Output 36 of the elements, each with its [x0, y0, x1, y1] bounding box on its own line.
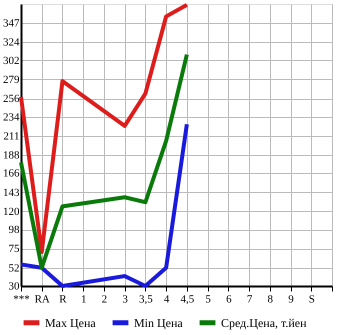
line-series — [19, 52, 189, 270]
x-tick-label: 4 — [164, 294, 170, 306]
x-tick-label: 9 — [288, 294, 294, 306]
y-tick-label: 52 — [8, 262, 20, 274]
y-tick-label: 211 — [3, 130, 20, 142]
x-tick-label: 7 — [246, 294, 253, 306]
x-tick-label: RA — [34, 294, 50, 306]
legend-label: Max Цена — [45, 316, 96, 330]
y-tick-label: 302 — [3, 54, 20, 67]
line-series — [19, 2, 189, 254]
y-tick-label: 120 — [3, 206, 20, 218]
y-tick-label: 347 — [3, 18, 20, 30]
x-tick-label: R — [59, 294, 68, 306]
x-tick-label: 3 — [122, 294, 128, 306]
y-tick-label: 98 — [8, 224, 20, 236]
y-tick-label: 166 — [3, 168, 20, 180]
legend-label: Min Цена — [134, 316, 184, 330]
x-tick-label: 4,5 — [180, 294, 195, 306]
x-tick-label: 3,5 — [139, 294, 154, 306]
x-tick-label: *** — [13, 294, 30, 306]
y-tick-label: 256 — [3, 93, 20, 106]
line-series — [19, 122, 189, 288]
x-tick-label: 8 — [268, 294, 274, 306]
x-tick-label: 6 — [226, 294, 232, 306]
legend-label: Сред.Цена, т.йен — [221, 316, 308, 330]
y-tick-label: 75 — [8, 243, 20, 256]
y-tick-label: 30 — [8, 280, 20, 292]
y-tick-label: 234 — [3, 111, 20, 124]
y-tick-label: 279 — [3, 74, 20, 86]
y-tick-label: 324 — [3, 36, 20, 49]
x-tick-label: 5 — [205, 294, 212, 306]
y-tick-label: 188 — [3, 149, 20, 162]
x-tick-label: 2 — [102, 294, 108, 306]
y-tick-label: 143 — [3, 186, 20, 199]
x-tick-label: 1 — [80, 294, 86, 306]
x-tick-label: S — [308, 294, 315, 306]
